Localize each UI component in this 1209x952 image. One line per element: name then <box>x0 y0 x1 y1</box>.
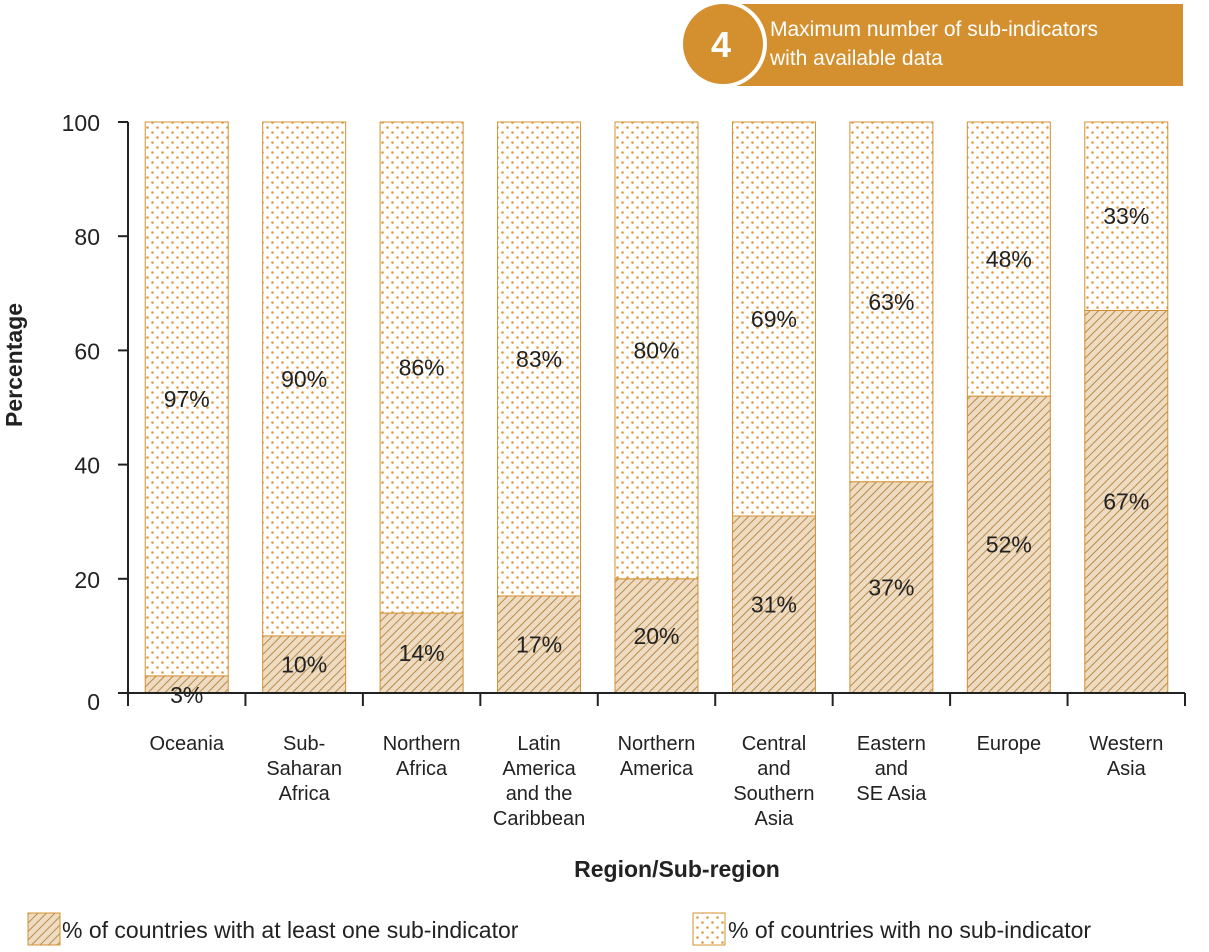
data-label-at-least-one-8: 52% <box>986 532 1032 558</box>
category-label-6-line-3: Southern <box>733 783 814 805</box>
bar-at-least-one-2 <box>262 635 347 694</box>
data-label-at-least-one-5: 20% <box>633 623 679 649</box>
badge: 4 Maximum number of sub-indicators with … <box>679 0 1183 88</box>
badge-text-line1: Maximum number of sub-indicators <box>770 18 1098 41</box>
bar-at-least-one-9 <box>1084 309 1169 694</box>
category-label-2-line-1: Sub- <box>283 733 325 755</box>
bar-at-least-one-7 <box>849 481 934 694</box>
category-label-9-line-2: Asia <box>1107 758 1147 780</box>
y-tick-label-0: 0 <box>87 689 100 715</box>
category-label-5-line-2: America <box>620 758 694 780</box>
category-label-8-line-1: Europe <box>977 733 1042 755</box>
legend-swatch-dots <box>692 912 726 946</box>
data-label-no-sub-indicator-1: 97% <box>164 386 210 412</box>
bar-no-sub-indicator-3 <box>379 121 464 614</box>
badge-circle <box>679 0 767 88</box>
bar-at-least-one-4 <box>497 595 582 694</box>
category-label-9-line-1: Western <box>1089 733 1163 755</box>
data-label-no-sub-indicator-3: 86% <box>399 355 445 381</box>
legend-swatch-hatch <box>27 912 61 946</box>
category-label-1-line-1: Oceania <box>149 733 224 755</box>
bar-at-least-one-5 <box>614 578 699 694</box>
badge-number: 4 <box>711 24 731 65</box>
bar-no-sub-indicator-7 <box>849 121 934 483</box>
y-axis-label: Percentage <box>1 303 27 427</box>
category-label-7-line-2: and <box>875 758 908 780</box>
bar-no-sub-indicator-9 <box>1084 121 1169 311</box>
bar-at-least-one-8 <box>966 395 1051 694</box>
category-label-2-line-2: Saharan <box>266 758 342 780</box>
category-label-6-line-1: Central <box>742 733 806 755</box>
data-label-no-sub-indicator-7: 63% <box>868 289 914 315</box>
category-label-4-line-2: America <box>502 758 576 780</box>
legend-label-hatch: % of countries with at least one sub-ind… <box>62 917 519 943</box>
category-label-7-line-3: SE Asia <box>856 783 927 805</box>
data-label-at-least-one-7: 37% <box>868 574 914 600</box>
bar-no-sub-indicator-1 <box>144 121 229 677</box>
data-label-at-least-one-4: 17% <box>516 631 562 657</box>
bar-no-sub-indicator-5 <box>614 121 699 580</box>
legend-item-dots: % of countries with no sub-indicator <box>692 912 1091 946</box>
data-label-at-least-one-2: 10% <box>281 651 327 677</box>
category-label-4-line-1: Latin <box>517 733 560 755</box>
legend-item-hatch: % of countries with at least one sub-ind… <box>27 912 519 946</box>
category-label-4-line-3: and the <box>506 783 573 805</box>
data-label-no-sub-indicator-6: 69% <box>751 306 797 332</box>
data-label-no-sub-indicator-2: 90% <box>281 366 327 392</box>
data-label-at-least-one-6: 31% <box>751 591 797 617</box>
bar-no-sub-indicator-8 <box>966 121 1051 397</box>
y-tick-label-80: 80 <box>74 224 100 250</box>
category-label-5-line-1: Northern <box>618 733 696 755</box>
data-label-at-least-one-1: 3% <box>170 682 203 708</box>
data-label-no-sub-indicator-9: 33% <box>1103 203 1149 229</box>
y-tick-label-40: 40 <box>74 453 100 479</box>
legend-label-dots: % of countries with no sub-indicator <box>728 917 1091 943</box>
bar-no-sub-indicator-2 <box>262 121 347 637</box>
x-axis-label: Region/Sub-region <box>574 856 780 882</box>
data-label-at-least-one-9: 67% <box>1103 489 1149 515</box>
category-label-7-line-1: Eastern <box>857 733 926 755</box>
data-label-no-sub-indicator-4: 83% <box>516 346 562 372</box>
data-label-at-least-one-3: 14% <box>399 640 445 666</box>
category-label-6-line-4: Asia <box>754 808 794 830</box>
legend: % of countries with at least one sub-ind… <box>27 912 1091 946</box>
y-tick-label-60: 60 <box>74 338 100 364</box>
plot-area: 3% 97% Oceania 10% 90% Sub- Saharan Africa 14% 86… <box>62 110 1186 830</box>
data-label-no-sub-indicator-5: 80% <box>633 337 679 363</box>
badge-text-line2: with available data <box>769 47 943 70</box>
badge-banner <box>710 4 1183 86</box>
bar-no-sub-indicator-6 <box>731 121 816 517</box>
data-label-no-sub-indicator-8: 48% <box>986 246 1032 272</box>
category-label-6-line-2: and <box>757 758 790 780</box>
y-tick-label-100: 100 <box>62 110 100 136</box>
category-label-4-line-4: Caribbean <box>493 808 585 830</box>
category-label-2-line-3: Africa <box>279 783 331 805</box>
category-label-3-line-1: Northern <box>383 733 461 755</box>
bar-at-least-one-6 <box>731 515 816 694</box>
bar-no-sub-indicator-4 <box>497 121 582 597</box>
category-label-3-line-2: Africa <box>396 758 448 780</box>
y-tick-label-20: 20 <box>74 567 100 593</box>
